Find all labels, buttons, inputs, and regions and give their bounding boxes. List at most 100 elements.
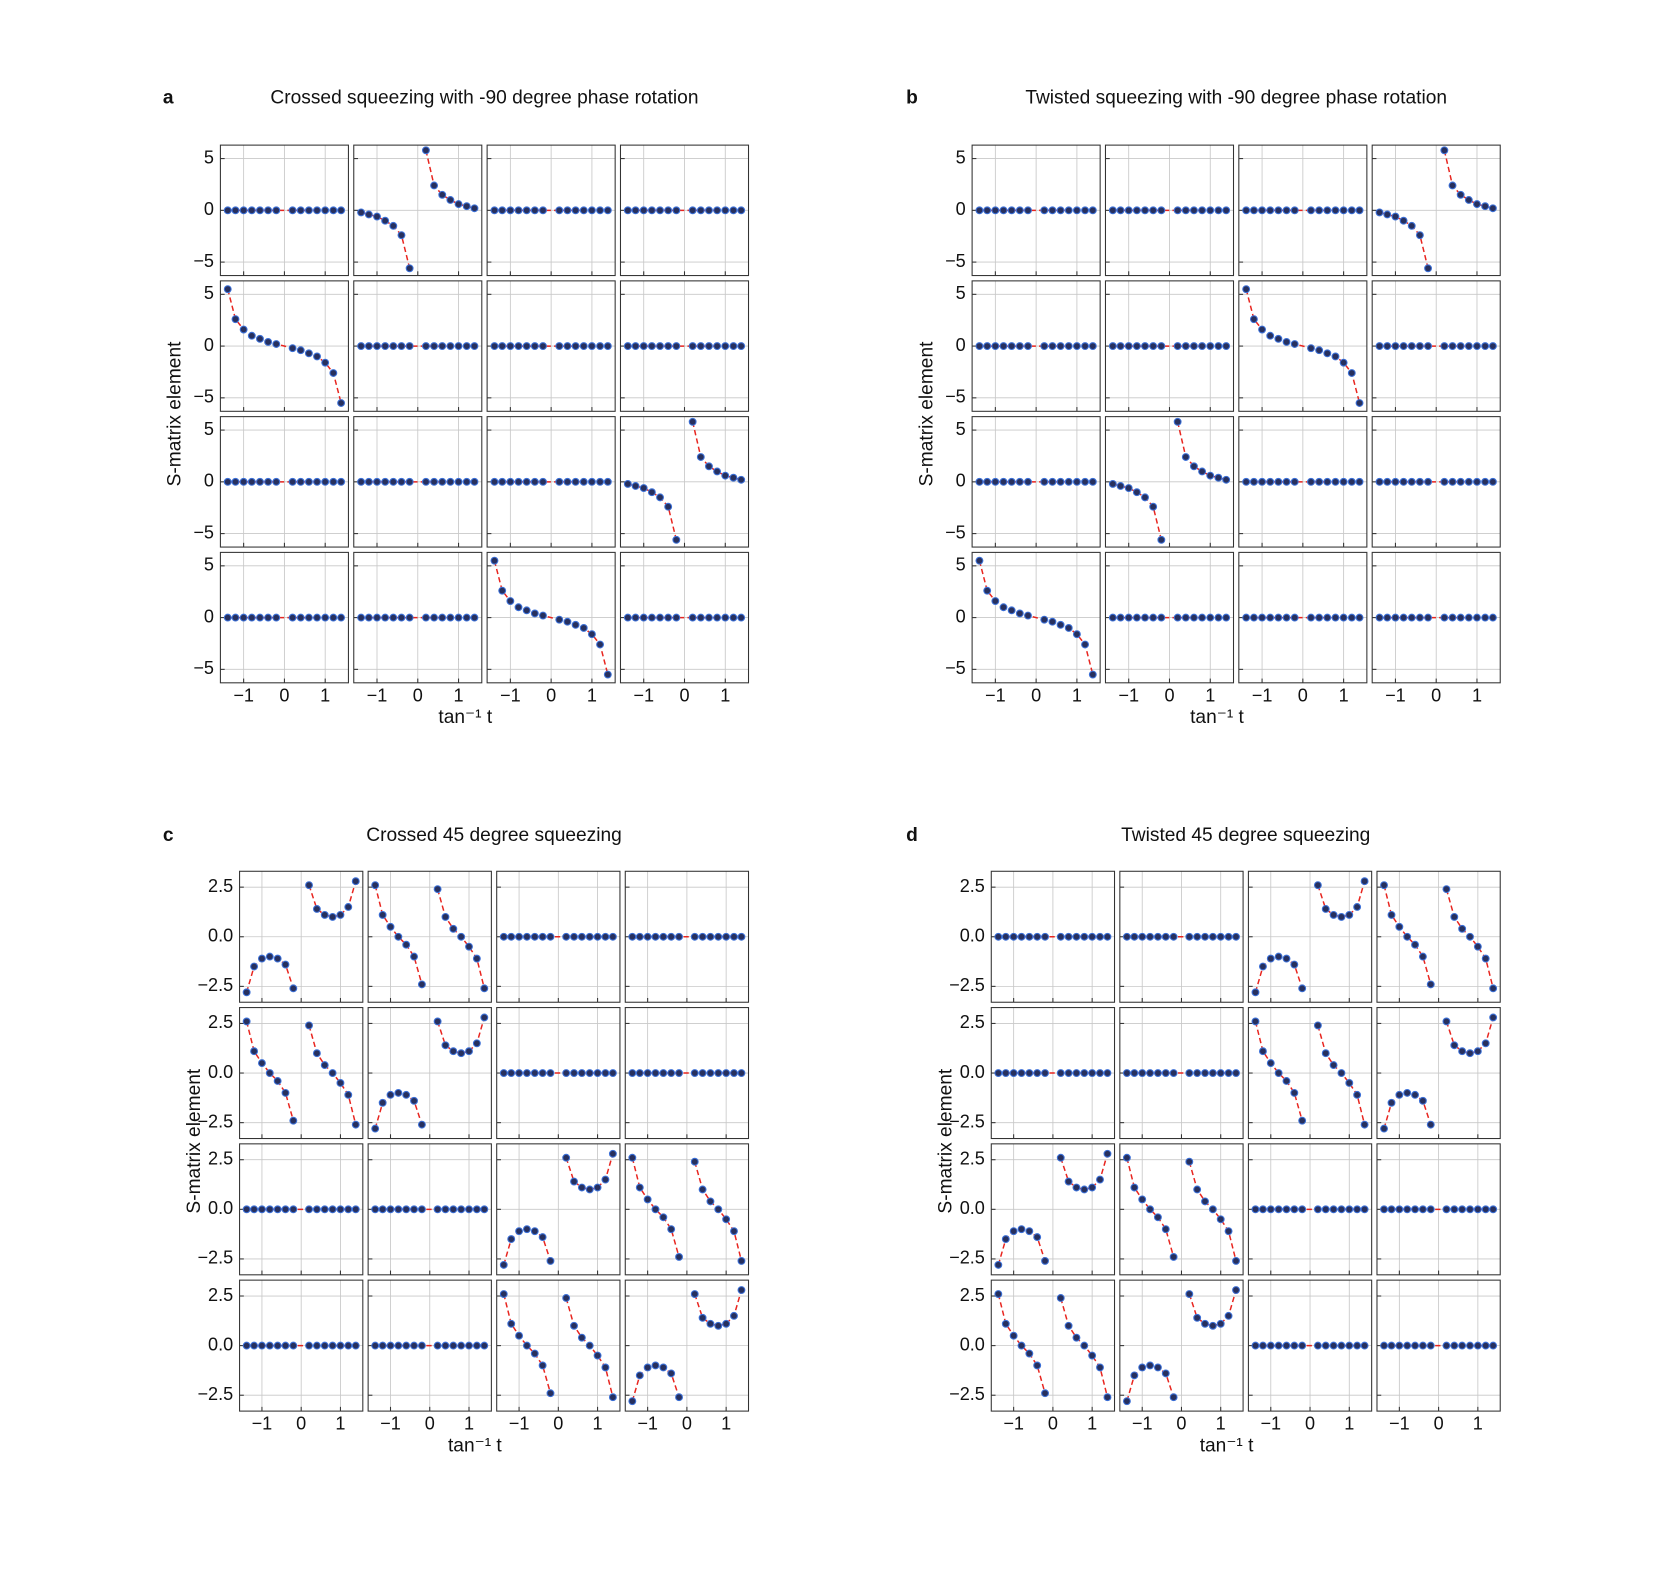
- x-tick-label: 0: [546, 685, 556, 705]
- x-tick-label: 0: [296, 1414, 306, 1434]
- data-point: [1473, 1205, 1482, 1214]
- x-tick-label: 0: [413, 685, 423, 705]
- data-point: [438, 613, 447, 622]
- data-point: [664, 613, 673, 622]
- data-point: [1355, 206, 1364, 215]
- data-point: [1426, 1341, 1435, 1350]
- data-point: [1157, 613, 1166, 622]
- data-point: [631, 342, 640, 351]
- subplot-frame: [971, 416, 1101, 548]
- data-point: [714, 932, 723, 941]
- subplot-frame: [1371, 416, 1501, 548]
- x-tick-label: 1: [320, 685, 330, 705]
- subplot-frame: [219, 144, 349, 277]
- data-point: [1329, 1341, 1338, 1350]
- data-point: [265, 1069, 274, 1077]
- data-point: [357, 477, 366, 486]
- data-point: [577, 1183, 586, 1192]
- data-point: [1088, 932, 1097, 941]
- data-point: [1169, 1069, 1178, 1077]
- data-point: [1193, 1313, 1202, 1322]
- data-point: [585, 1341, 594, 1350]
- data-point: [656, 342, 664, 351]
- data-point: [264, 206, 273, 215]
- data-point: [593, 1351, 602, 1360]
- data-point: [1161, 1369, 1170, 1378]
- data-point: [672, 535, 681, 544]
- x-tick-label: −1: [367, 685, 388, 705]
- data-point: [571, 620, 580, 629]
- data-point: [1391, 613, 1400, 622]
- data-point: [514, 342, 523, 351]
- data-point: [1399, 342, 1408, 351]
- data-point: [328, 1205, 337, 1214]
- data-point: [1193, 1069, 1202, 1077]
- data-point: [696, 613, 705, 622]
- data-point: [562, 1069, 571, 1077]
- data-point: [608, 1149, 617, 1158]
- data-point: [264, 613, 273, 622]
- data-point: [1149, 206, 1158, 215]
- subplot-frame: [239, 1007, 364, 1140]
- data-point: [1190, 342, 1198, 351]
- data-point: [1415, 477, 1424, 486]
- data-point: [1153, 1213, 1162, 1222]
- data-point: [608, 1069, 617, 1077]
- data-point: [1088, 342, 1097, 351]
- data-point: [394, 1205, 403, 1214]
- data-point: [546, 1069, 555, 1077]
- y-tick-label: 0.0: [960, 1198, 985, 1218]
- data-point: [706, 932, 715, 941]
- data-point: [696, 206, 705, 215]
- data-point: [1424, 477, 1432, 486]
- data-point: [1064, 1069, 1073, 1077]
- data-point: [329, 477, 338, 486]
- data-point: [737, 932, 746, 941]
- data-point: [446, 613, 455, 622]
- data-point: [1321, 1205, 1330, 1214]
- data-point: [1072, 1069, 1081, 1077]
- x-tick-label: −1: [380, 1414, 401, 1434]
- data-point: [386, 922, 395, 931]
- subplot-frame: [619, 144, 750, 277]
- x-tick-label: −1: [1132, 1414, 1153, 1434]
- y-tick-label: 2.5: [960, 1149, 985, 1169]
- data-point: [397, 613, 406, 622]
- data-point: [1403, 1088, 1412, 1097]
- data-point: [1442, 885, 1451, 894]
- y-tick-label: 2.5: [208, 876, 233, 896]
- data-point: [289, 1205, 298, 1214]
- x-tick-label: −1: [1003, 1414, 1024, 1434]
- data-point: [1481, 202, 1490, 211]
- data-point: [714, 1069, 723, 1077]
- data-point: [1224, 932, 1233, 941]
- data-point: [603, 342, 612, 351]
- data-point: [1329, 1061, 1338, 1070]
- data-point: [1185, 1290, 1194, 1298]
- data-point: [1056, 932, 1065, 941]
- data-point: [659, 1069, 668, 1077]
- y-tick-label: 2.5: [960, 1285, 985, 1305]
- data-point: [522, 1225, 531, 1234]
- data-point: [273, 1205, 282, 1214]
- data-point: [1116, 482, 1125, 490]
- subplot-frame: [496, 870, 621, 1003]
- data-point: [454, 613, 463, 622]
- data-point: [1489, 1205, 1498, 1214]
- data-point: [656, 493, 664, 502]
- data-point: [515, 1069, 524, 1077]
- data-point: [571, 477, 580, 486]
- data-point: [313, 352, 321, 361]
- data-point: [737, 1286, 746, 1294]
- x-axis-label: tan⁻¹ t: [1190, 707, 1244, 728]
- data-point: [1448, 477, 1457, 486]
- data-point: [570, 1177, 578, 1186]
- y-tick-label: 5: [204, 419, 214, 439]
- data-point: [296, 346, 305, 355]
- data-point: [596, 206, 605, 215]
- data-point: [1488, 477, 1497, 486]
- data-point: [288, 206, 297, 215]
- data-point: [635, 1371, 644, 1380]
- data-point: [1232, 932, 1240, 941]
- data-point: [454, 200, 463, 209]
